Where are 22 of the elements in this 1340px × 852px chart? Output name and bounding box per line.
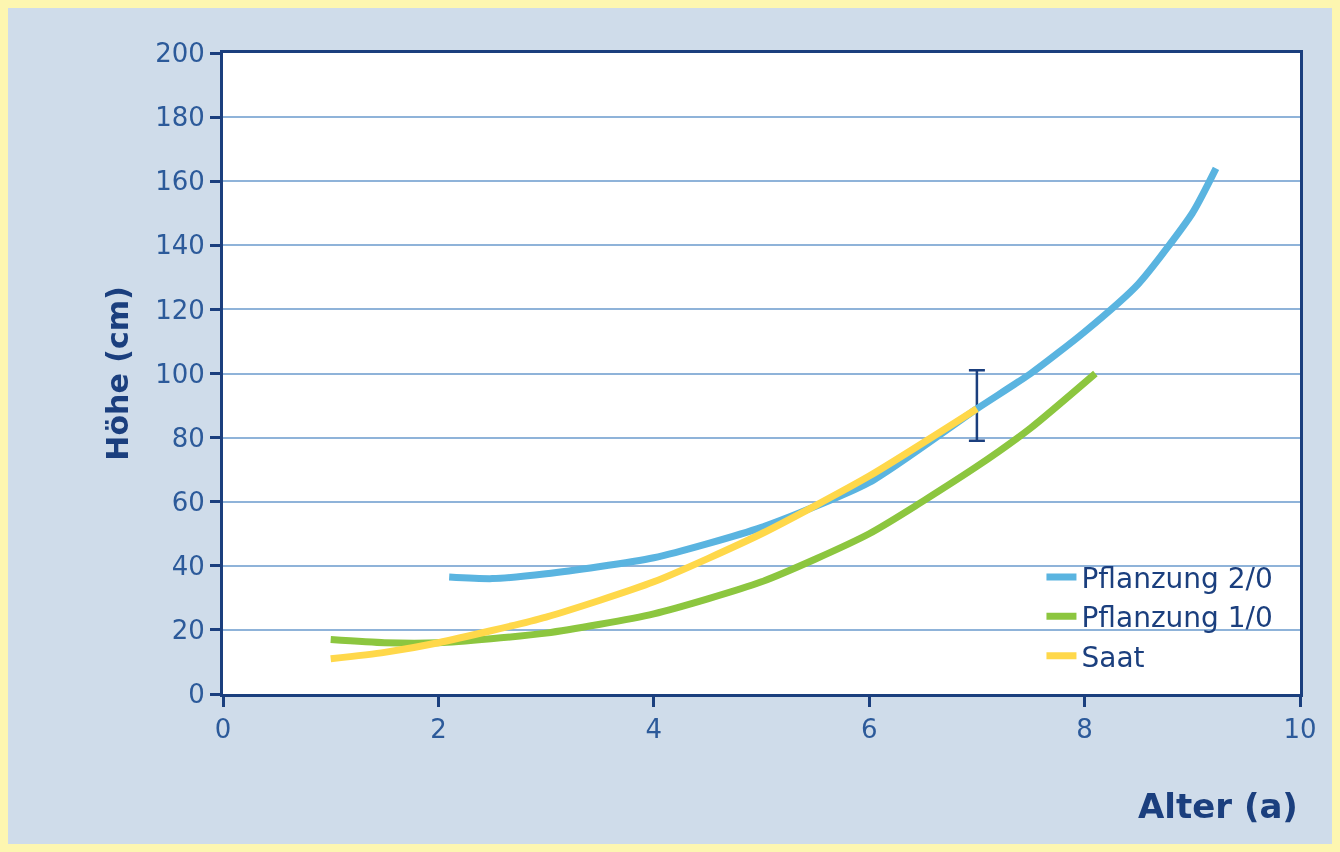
y-tick-label: 20 — [171, 615, 205, 645]
y-tick-label: 200 — [155, 38, 205, 69]
x-tick-label: 10 — [1283, 714, 1317, 745]
legend-label: Pflanzung 1/0 — [1081, 601, 1273, 635]
x-tick-label: 8 — [1076, 714, 1093, 745]
y-tick-label: 0 — [188, 679, 205, 710]
y-tick-label: 60 — [171, 486, 205, 517]
y-tick-label: 160 — [155, 166, 205, 197]
x-axis-title: Alter (a) — [1138, 786, 1298, 826]
legend-label: Pflanzung 2/0 — [1081, 561, 1273, 595]
x-tick-label: 4 — [645, 714, 663, 745]
y-tick-label: 180 — [155, 102, 205, 133]
y-tick-label: 40 — [171, 550, 205, 581]
x-tick-label: 0 — [214, 714, 232, 745]
y-tick-label: 80 — [171, 422, 205, 453]
x-tick-label: 2 — [430, 714, 447, 745]
y-axis-title: Höhe (cm) — [100, 286, 136, 461]
legend-label: Saat — [1081, 640, 1145, 674]
y-tick-label: 120 — [155, 294, 205, 325]
x-tick-label: 6 — [860, 714, 878, 745]
y-tick-label: 100 — [155, 358, 205, 389]
y-tick-label: 140 — [155, 230, 205, 261]
